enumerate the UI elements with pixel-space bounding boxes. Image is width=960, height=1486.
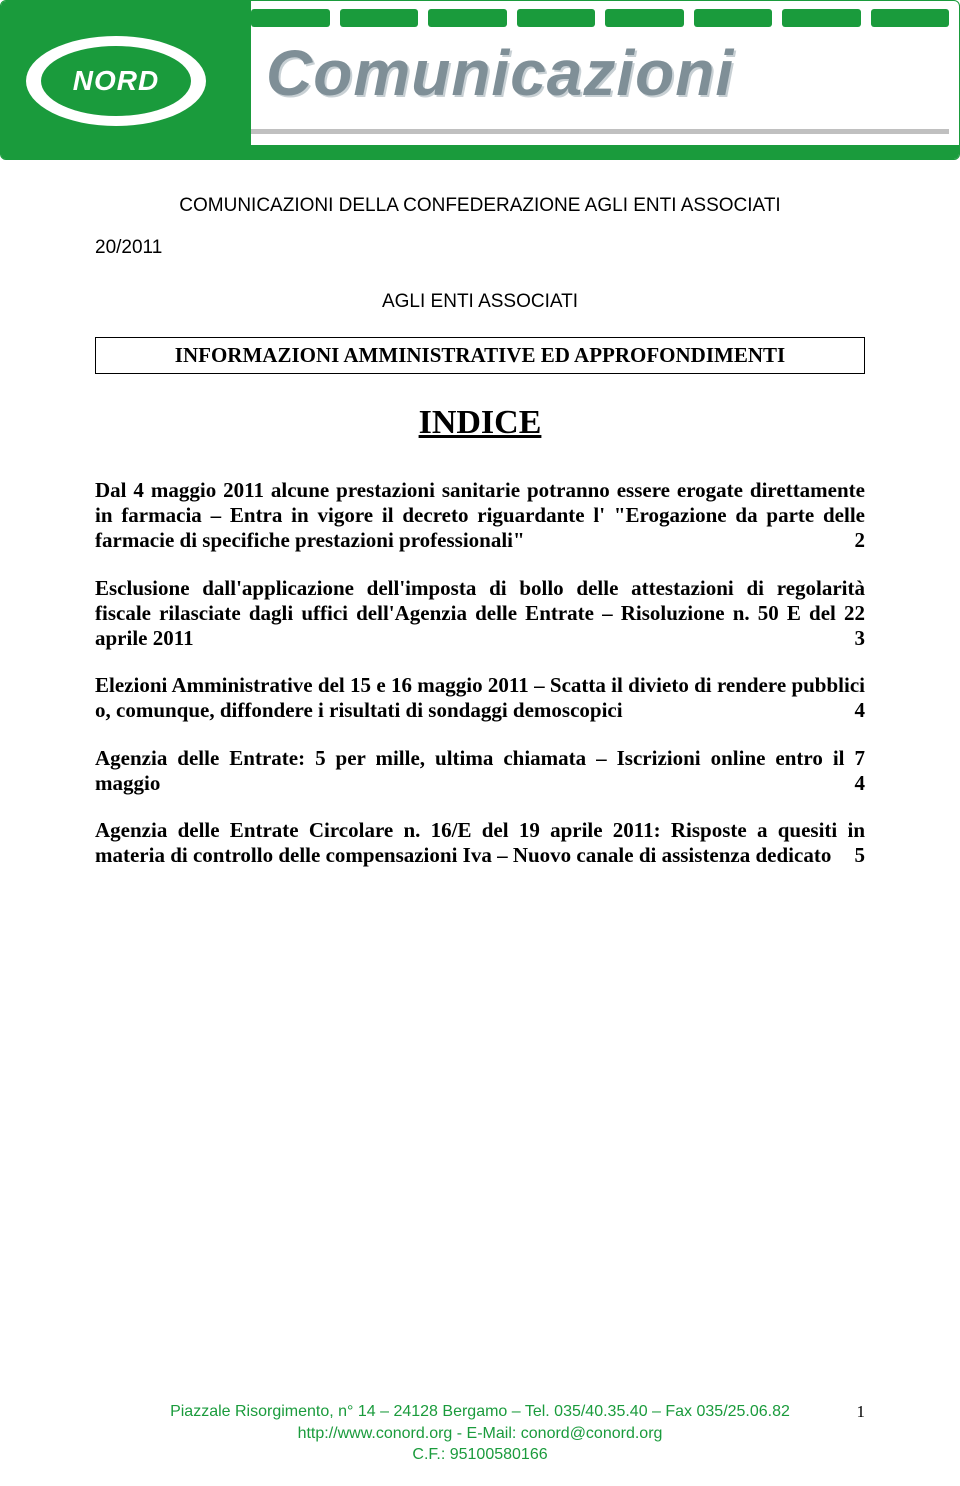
toc-entry-page: 3 (855, 626, 866, 651)
page: NORD Comunicazioni COMUNICAZIONI DELLA C… (0, 0, 960, 1486)
toc-entry-page: 2 (855, 528, 866, 553)
page-footer: 1 Piazzale Risorgimento, n° 14 – 24128 B… (0, 1401, 960, 1466)
document-body: COMUNICAZIONI DELLA CONFEDERAZIONE AGLI … (0, 160, 960, 868)
footer-line-3: C.F.: 95100580166 (0, 1444, 960, 1466)
toc-entry: Elezioni Amministrative del 15 e 16 magg… (95, 673, 865, 723)
toc-entry-page: 5 (855, 843, 866, 868)
section-box-title: INFORMAZIONI AMMINISTRATIVE ED APPROFOND… (95, 337, 865, 373)
header-banner: NORD Comunicazioni (0, 0, 960, 160)
footer-line-1: Piazzale Risorgimento, n° 14 – 24128 Ber… (0, 1401, 960, 1423)
addressed-to: AGLI ENTI ASSOCIATI (95, 290, 865, 314)
toc-entry-text: Dal 4 maggio 2011 alcune prestazioni san… (95, 478, 865, 552)
banner-title: Comunicazioni (266, 36, 734, 110)
banner-top-stripes (251, 9, 949, 27)
nord-logo-text: NORD (41, 46, 191, 116)
banner-grey-stripe (251, 129, 949, 134)
confederation-line: COMUNICAZIONI DELLA CONFEDERAZIONE AGLI … (95, 194, 865, 218)
toc-entry: Agenzia delle Entrate: 5 per mille, ulti… (95, 746, 865, 796)
footer-line-2: http://www.conord.org - E-Mail: conord@c… (0, 1423, 960, 1445)
toc-entry: Esclusione dall'applicazione dell'impost… (95, 576, 865, 652)
toc-entry: Agenzia delle Entrate Circolare n. 16/E … (95, 818, 865, 868)
indice-heading: INDICE (95, 402, 865, 445)
toc-entry-page: 4 (855, 698, 866, 723)
banner-bottom-bar (1, 145, 959, 159)
issue-number: 20/2011 (95, 236, 865, 260)
toc-entry-page: 4 (855, 771, 866, 796)
toc-entry-text: Agenzia delle Entrate: 5 per mille, ulti… (95, 746, 865, 795)
page-number: 1 (857, 1401, 866, 1424)
toc-entry-text: Esclusione dall'applicazione dell'impost… (95, 576, 865, 650)
nord-logo: NORD (26, 36, 206, 126)
toc-entry: Dal 4 maggio 2011 alcune prestazioni san… (95, 478, 865, 554)
toc-entry-text: Elezioni Amministrative del 15 e 16 magg… (95, 673, 865, 722)
toc-entry-text: Agenzia delle Entrate Circolare n. 16/E … (95, 818, 865, 867)
